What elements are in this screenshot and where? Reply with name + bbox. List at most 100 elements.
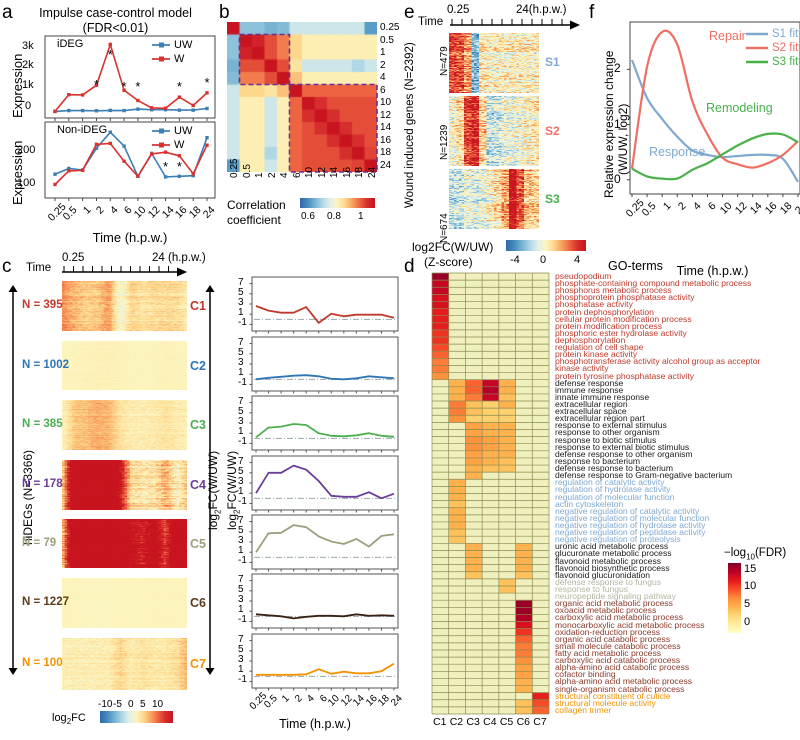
panel-c-lineplot-c5-ytick-2: 3 — [238, 535, 244, 546]
panel-d-term-15: defense response — [555, 377, 624, 388]
panel-b-xtick-0: 0.25 — [229, 158, 241, 178]
panel-d-term-0: pseudopodium — [555, 271, 612, 281]
panel-b-xtick-8: 14 — [329, 166, 341, 178]
panel-c-lineplot-c7-ytick-2: 3 — [238, 654, 244, 665]
panel-a-bottom-legend-uw: UW — [174, 125, 193, 137]
panel-c-n-label-c3: N = 385 — [22, 418, 63, 430]
panel-c-cluster-label-c5: C5 — [190, 536, 206, 551]
panel-c-lineplot-c1 — [249, 276, 399, 334]
panel-d-term-60: structural molecule activity — [555, 697, 656, 708]
panel-a-top-ytick-0: 0 — [25, 100, 32, 112]
panel-d-term-25: defense response to other organism — [555, 448, 693, 459]
panel-e-colorbar — [506, 240, 586, 251]
panel-c-lineplot-c1-ytick-3: 5 — [238, 286, 244, 298]
panel-c-heatmap-c1 — [62, 281, 187, 331]
panel-d-term-12: phosphotransferase activity alcohol grou… — [555, 356, 761, 367]
panel-b-legend-tick-2: 1 — [358, 211, 364, 222]
panel-c-lineplot-c1-ytick-2: 3 — [238, 297, 244, 308]
panel-c-heatmap-c7 — [62, 638, 187, 690]
panel-c-lineplot-c7 — [249, 633, 399, 691]
panel-b-xtick-5: 6 — [291, 172, 303, 178]
panel-c-n-label-c2: N = 1002 — [22, 358, 69, 371]
panel-c-legend-tick-2: 0 — [128, 699, 134, 710]
panel-d-column-c3: C3 — [466, 716, 480, 728]
panel-c-right-axis-label: log2FC(W/UW) — [206, 450, 223, 530]
panel-f-annotation-repair: Repair — [709, 29, 746, 43]
panel-f-annotation-response: Response — [649, 145, 706, 159]
panel-d-term-22: response to other organism — [555, 427, 660, 438]
panel-d-term-53: fatty acid metabolic process — [555, 647, 662, 658]
panel-b-colorbar — [300, 198, 375, 208]
panel-c-legend-tick-4: 10 — [152, 699, 164, 710]
panel-d-letter: d — [404, 256, 415, 277]
panel-d-term-8: phosphoric ester hydrolase activity — [555, 327, 687, 338]
panel-c-letter: c — [2, 256, 12, 277]
panel-d-term-34: negative regulation of molecular functio… — [555, 512, 710, 523]
panel-a-bottom-inset-label: Non-iDEG — [57, 124, 108, 136]
panel-c-heatmap-c3 — [62, 400, 187, 450]
panel-c-lineplot-c2-ytick-4: 7 — [238, 336, 244, 348]
panel-d-term-42: flavonoid glucuronidation — [555, 569, 651, 580]
panel-c-lineplot-c2-ytick-0: -1 — [238, 377, 247, 389]
panel-d-column-c5: C5 — [499, 716, 514, 728]
panel-b-ytick-8: 14 — [380, 122, 392, 134]
panel-c-time-label: Time — [26, 262, 52, 274]
panel-b-xtick-11: 24 — [366, 166, 378, 178]
panel-b-xtick-4: 4 — [279, 172, 291, 178]
panel-e-heatmap-s2 — [449, 96, 539, 166]
panel-d-term-38: uronic acid metabolic process — [555, 541, 669, 552]
panel-c-lineplot-c4-ytick-0: -1 — [238, 496, 247, 508]
panel-d-term-47: oxoacid metabolic process — [555, 605, 657, 616]
panel-d-term-14: protein tyrosine phosphatase activity — [555, 370, 695, 381]
panel-a-bottom-legend-marks — [152, 128, 170, 148]
panel-d-term-59: structural constituent of cuticle — [555, 690, 671, 701]
panel-e-time-start: 0.25 — [447, 4, 470, 16]
panel-b-xtick-1: 0.5 — [241, 164, 253, 178]
panel-e-cluster-s3: S3 — [545, 192, 560, 206]
panel-b-legend-tick-0: 0.6 — [301, 211, 315, 222]
panel-b-ytick-10: 18 — [380, 147, 392, 159]
panel-c-lineplot-c6-ytick-0: -1 — [238, 614, 247, 626]
panel-a-top-ytick-1: 1k — [22, 79, 34, 91]
svg-text:*: * — [163, 159, 168, 174]
panel-c-time-arrow — [62, 266, 187, 277]
panel-e-cluster-s1: S1 — [545, 55, 560, 69]
panel-d-column-c1: C1 — [433, 716, 447, 728]
panel-c-lineplot-c3 — [249, 395, 399, 453]
panel-c-lineplot-c4-ytick-4: 7 — [238, 455, 244, 467]
panel-d-term-39: glucuronate metabolic process — [555, 548, 672, 559]
panel-d-term-36: negative regulation of peptidase activit… — [555, 527, 706, 538]
svg-text:*: * — [108, 47, 113, 62]
panel-c-n-label-c6: N = 1227 — [22, 596, 69, 608]
panel-e-legend-tick-0: -4 — [510, 254, 520, 266]
panel-c-n-label-c4: N = 178 — [22, 478, 63, 490]
panel-c-line-xlabel: Time (h.p.w.) — [279, 717, 351, 731]
panel-d-term-3: phosphoprotein phosphatase activity — [555, 292, 695, 303]
panel-a-title-line2: (FDR<0.01) — [82, 21, 149, 35]
panel-d-term-29: regulation of catalytic activity — [555, 477, 665, 488]
panel-d-term-6: cellular protein modification process — [555, 313, 692, 324]
panel-c-heatmap-c5 — [62, 519, 187, 568]
panel-d-term-27: defense response to bacterium — [555, 463, 673, 474]
panel-f-annotation-remodeling: Remodeling — [706, 101, 773, 115]
panel-a-letter: a — [2, 2, 13, 23]
panel-d-legend-tick-0: 15 — [744, 563, 757, 575]
panel-c-time-end: 24 (h.p.w.) — [152, 252, 206, 264]
panel-f-ylabel-line2: (W/UW, log2) — [616, 103, 630, 175]
panel-c-lineplot-c7-ytick-1: 1 — [238, 664, 244, 676]
panel-c-legend-tick-3: 5 — [140, 699, 146, 710]
panel-f-letter: f — [589, 2, 595, 23]
panel-c-heatmap-c4 — [62, 460, 187, 510]
panel-a-top-ytick-2: 2k — [22, 59, 34, 71]
panel-d-term-57: alpha-amino acid metabolic process — [555, 676, 693, 687]
panel-d-column-c2: C2 — [449, 716, 464, 728]
panel-d-term-11: protein kinase activity — [555, 349, 638, 360]
panel-c-lineplot-c6-ytick-4: 7 — [238, 573, 244, 585]
panel-d-term-61: collagen trimer — [555, 704, 612, 715]
panel-c-cluster-label-c1: C1 — [190, 299, 206, 313]
panel-f-ytick-0: 0 — [614, 171, 621, 186]
panel-c-cluster-label-c7: C7 — [190, 657, 206, 671]
panel-c-lineplot-c6-ytick-3: 5 — [238, 583, 244, 595]
panel-c-lineplot-c1-ytick-1: 1 — [238, 307, 244, 319]
panel-d-term-41: flavonoid biosynthetic process — [555, 562, 670, 573]
